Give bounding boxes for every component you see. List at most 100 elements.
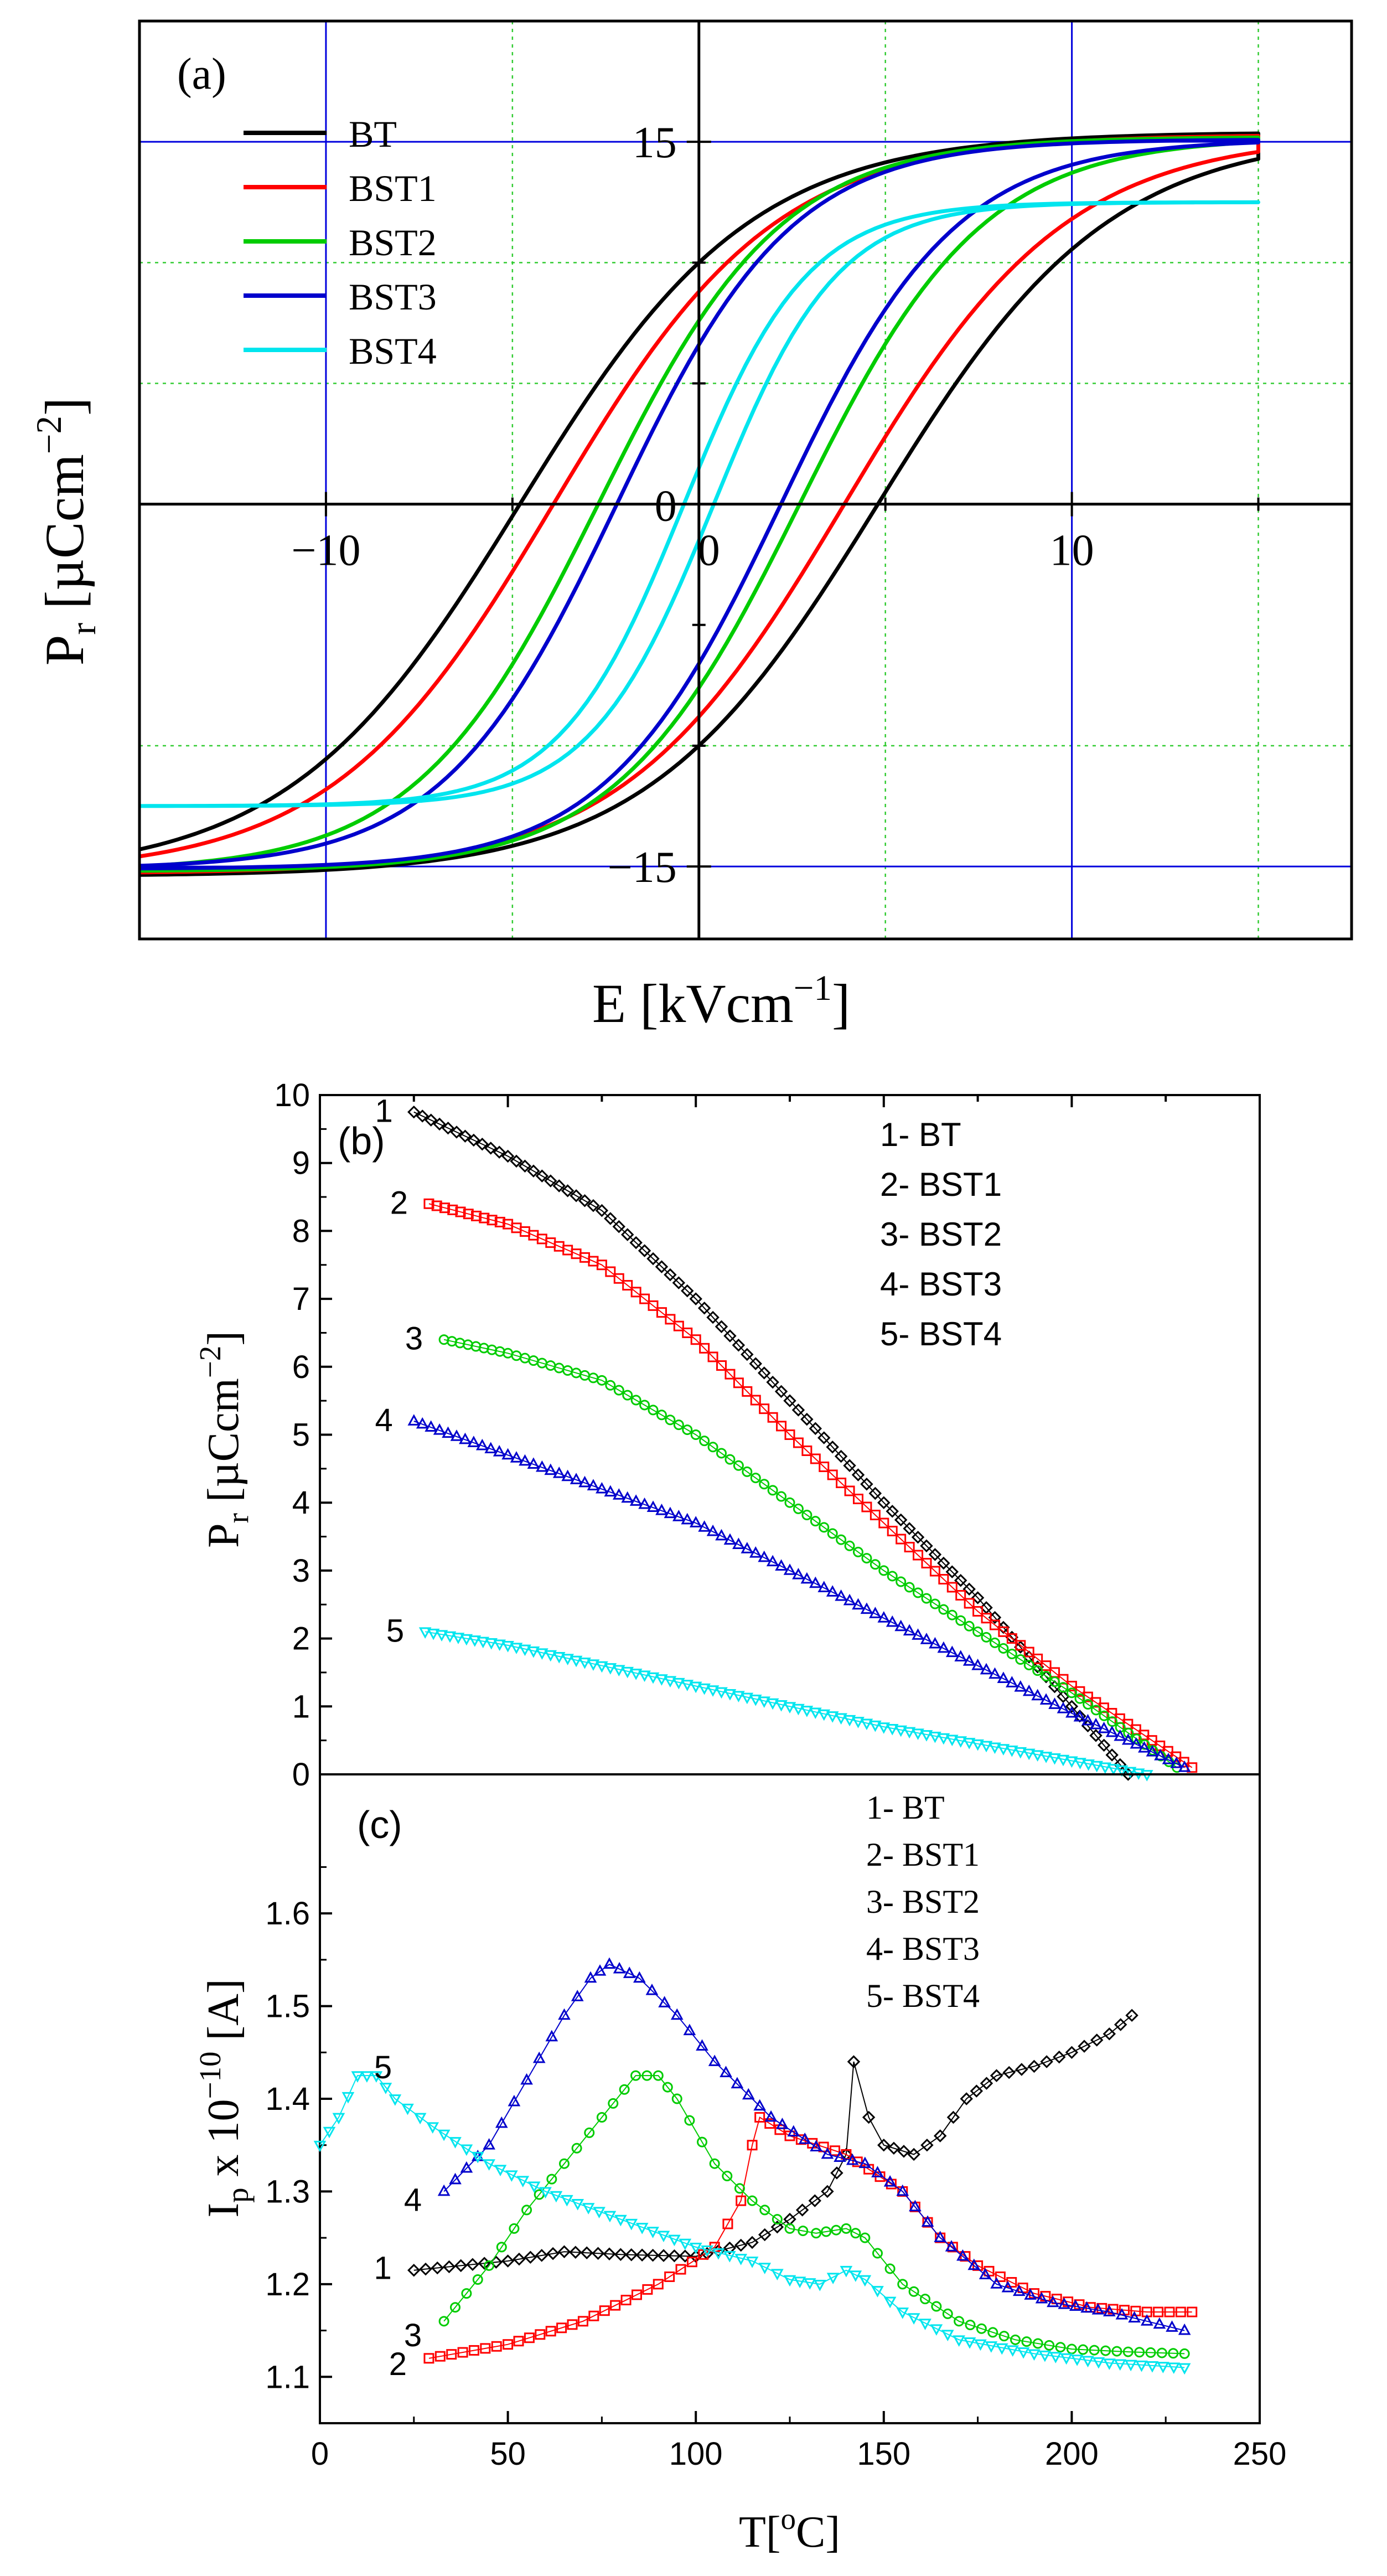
- data-point: [956, 2249, 969, 2261]
- x-tick-label: 10: [1050, 526, 1094, 575]
- data-point: [878, 1517, 889, 1529]
- data-point: [795, 2203, 809, 2217]
- data-point: [742, 1386, 753, 1397]
- data-point: [503, 2339, 514, 2350]
- data-point: [1089, 1717, 1103, 1730]
- series-line-bt: [413, 1111, 1129, 1775]
- data-point: [903, 1522, 916, 1535]
- data-point: [971, 1658, 984, 1670]
- data-point: [1035, 2291, 1048, 2304]
- data-point: [561, 1184, 575, 1197]
- data-point: [510, 1643, 523, 1654]
- data-point: [527, 1457, 540, 1469]
- data-point: [527, 1646, 540, 1658]
- data-point: [1024, 2288, 1037, 2300]
- data-point: [792, 1703, 805, 1716]
- data-point: [938, 1604, 949, 1615]
- data-point: [921, 2215, 934, 2227]
- data-point: [960, 2251, 971, 2262]
- data-point: [877, 2138, 891, 2152]
- data-point: [558, 2008, 571, 2020]
- data-point: [776, 2118, 789, 2129]
- data-point: [1006, 1676, 1018, 1687]
- data-point: [360, 2071, 374, 2083]
- data-point: [1105, 1725, 1119, 1737]
- data-point: [689, 2242, 702, 2254]
- data-point: [668, 2234, 681, 2247]
- data-point: [723, 2251, 736, 2263]
- data-point: [593, 1964, 607, 1976]
- data-point: [985, 2341, 998, 2353]
- data-point: [870, 1510, 881, 1521]
- data-point: [810, 1516, 821, 1527]
- data-point: [675, 2264, 686, 2275]
- data-point: [792, 1567, 805, 1579]
- data-point: [484, 1442, 498, 1454]
- data-point: [793, 1437, 804, 1448]
- data-point: [798, 2226, 809, 2237]
- data-point: [603, 1957, 616, 1969]
- data-point: [753, 2099, 767, 2111]
- data-point: [834, 1449, 848, 1463]
- data-point: [1167, 2362, 1181, 2374]
- data-point: [1134, 2347, 1145, 2358]
- data-point: [639, 1293, 650, 1304]
- data-point: [341, 2092, 355, 2104]
- data-point: [896, 1534, 907, 1545]
- data-point: [646, 2248, 660, 2262]
- data-point: [733, 1377, 744, 1388]
- data-point: [614, 2214, 627, 2227]
- data-point: [665, 1415, 676, 1426]
- data-point: [596, 1481, 608, 1494]
- data-point: [1001, 2280, 1015, 2293]
- data-point: [545, 2030, 558, 2042]
- data-point: [604, 1212, 617, 1225]
- legend-item: 4- BST3: [866, 1930, 980, 1967]
- data-point: [742, 1466, 753, 1477]
- data-point: [938, 1574, 949, 1585]
- data-point: [706, 1310, 720, 1324]
- data-point: [1031, 1750, 1044, 1762]
- data-point: [578, 1194, 592, 1207]
- data-point: [896, 1576, 907, 1587]
- data-point: [1103, 2027, 1116, 2041]
- data-point: [1135, 2360, 1148, 2372]
- data-point: [930, 2324, 943, 2336]
- data-point: [941, 2330, 954, 2341]
- data-point: [953, 2335, 965, 2347]
- data-point: [896, 2307, 909, 2319]
- data-point: [471, 2151, 484, 2164]
- data-point: [776, 1421, 787, 1432]
- data-point: [1022, 1748, 1036, 1761]
- data-point: [556, 2322, 567, 2334]
- data-point: [787, 2125, 800, 2137]
- data-point: [989, 1637, 1000, 1648]
- y-tick-label: 8: [292, 1213, 310, 1249]
- data-point: [485, 1638, 498, 1650]
- data-point: [887, 1571, 898, 1582]
- data-point: [871, 2286, 884, 2298]
- data-point: [809, 1422, 822, 1436]
- data-point: [912, 1628, 924, 1640]
- data-point: [1122, 2346, 1134, 2357]
- data-point: [801, 1446, 812, 1457]
- data-point: [484, 1142, 498, 1155]
- data-point: [407, 2264, 421, 2277]
- data-point: [758, 2228, 772, 2242]
- data-point: [720, 2066, 732, 2078]
- data-point: [446, 2349, 457, 2360]
- data-point: [772, 2214, 783, 2225]
- data-point: [909, 2200, 922, 2212]
- y-tick-label: 6: [292, 1349, 310, 1385]
- data-point: [869, 1607, 882, 1618]
- data-point: [577, 2316, 588, 2327]
- data-point: [972, 1606, 984, 1617]
- data-point: [921, 1558, 932, 1569]
- data-point: [570, 1189, 583, 1202]
- data-point: [980, 1741, 993, 1753]
- data-point: [1078, 2040, 1091, 2053]
- data-point: [546, 2174, 557, 2185]
- data-point: [746, 2257, 759, 2268]
- data-point: [1103, 2358, 1116, 2370]
